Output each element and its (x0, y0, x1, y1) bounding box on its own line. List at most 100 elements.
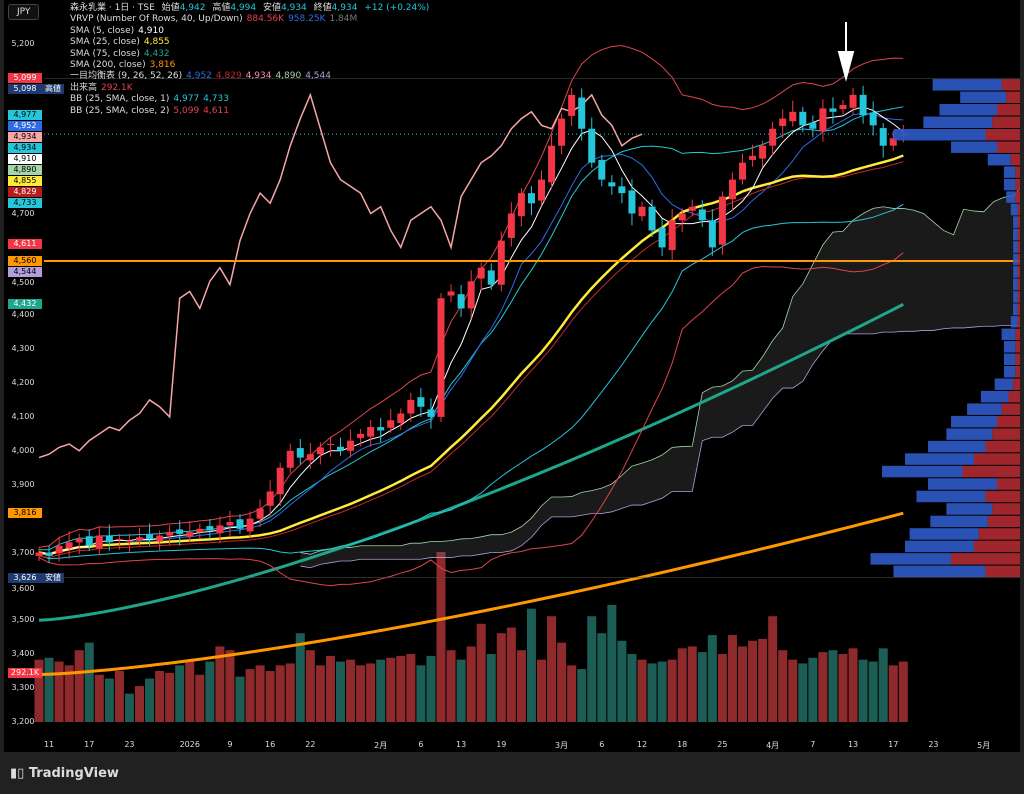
volume-bar (506, 627, 516, 722)
time-tick: 2026 (179, 740, 200, 749)
vrvp-up-bar (893, 128, 986, 141)
volume-bar (607, 604, 617, 722)
indicator-value: 3,816 (149, 60, 176, 71)
candle-body (105, 535, 113, 543)
vrvp-up-bar (870, 553, 951, 565)
volume-bar (758, 638, 768, 722)
vrvp-up-bar (1010, 316, 1018, 328)
candle-body (538, 179, 545, 201)
indicator-row[interactable]: SMA (75, close) 4,432 (70, 49, 429, 60)
vrvp-up-bar (1003, 341, 1016, 353)
candle-body (739, 162, 746, 180)
vrvp-down-bar (1015, 191, 1020, 203)
vrvp-down-bar (1015, 341, 1020, 353)
indicator-row[interactable]: SMA (5, close) 4,910 (70, 26, 429, 37)
vrvp-up-bar (1013, 278, 1018, 291)
candle-body (879, 128, 887, 146)
indicator-row[interactable]: BB (25, SMA, close, 2) 5,099 4,611 (70, 106, 429, 117)
vrvp-down-bar (987, 515, 1020, 528)
candle-body (829, 108, 837, 112)
indicator-value: 4,855 (143, 37, 170, 48)
candle-body (276, 467, 284, 495)
vrvp-up-bar (960, 91, 1007, 104)
volume-bar (155, 671, 165, 722)
candle-body (779, 118, 787, 127)
vrvp-down-bar (1015, 353, 1020, 366)
volume-bar (798, 663, 808, 722)
indicator-label: SMA (5, close) (70, 25, 135, 36)
candle-body (668, 220, 676, 251)
vrvp-down-bar (1017, 241, 1020, 253)
price-tag: 4,890 (8, 165, 42, 176)
candle-body (296, 448, 304, 458)
price-tag: 4,977 (8, 110, 42, 121)
price-tick: 3,300 (11, 683, 35, 693)
indicator-row[interactable]: SMA (200, close) 3,816 (70, 60, 429, 71)
candle-body (708, 220, 716, 248)
chart-panel[interactable]: JPY 森永乳業 · 1日 · TSE 始値4,942 高値4,994 安値4,… (4, 0, 1020, 752)
price-tick: 4,200 (11, 378, 35, 387)
price-chart[interactable] (4, 0, 1020, 752)
tradingview-logo[interactable]: ▮▯ TradingView (10, 766, 119, 781)
volume-bar (466, 646, 476, 722)
indicator-row[interactable]: SMA (25, close) 4,855 (70, 37, 429, 48)
candle-body (166, 532, 174, 536)
price-tag: 4,560 (8, 255, 42, 266)
indicator-label: SMA (25, close) (70, 37, 140, 48)
price-tick: 4,400 (11, 310, 35, 320)
time-tick: 3月 (555, 741, 569, 750)
high-value: 4,994 (230, 3, 257, 13)
legend: 森永乳業 · 1日 · TSE 始値4,942 高値4,994 安値4,934 … (70, 3, 429, 117)
volume-bar (738, 646, 747, 722)
volume-bar (727, 635, 737, 722)
time-tick: 2月 (374, 741, 388, 750)
volume-bar (396, 655, 406, 722)
indicator-label: BB (25, SMA, close, 2) (70, 105, 170, 116)
vrvp-down-bar (1010, 153, 1020, 166)
candle-body (65, 542, 73, 549)
price-tag: 5,099 (8, 73, 42, 84)
volume-bar (717, 654, 727, 722)
indicator-row[interactable]: BB (25, SMA, close, 1) 4,977 4,733 (70, 94, 429, 105)
candle-body (618, 186, 626, 194)
volume-bar (84, 642, 94, 722)
indicator-value: 4,432 (143, 48, 170, 59)
currency-button[interactable]: JPY (8, 4, 40, 20)
vrvp-up-bar (905, 453, 974, 465)
candle-body (759, 145, 767, 159)
sma5-line (38, 106, 904, 555)
vrvp-up-bar (967, 403, 1002, 415)
candle-body (578, 97, 586, 129)
time-tick: 22 (305, 740, 316, 749)
sma25-line (38, 154, 904, 556)
indicator-row[interactable]: 出来高 292.1K (70, 83, 429, 94)
volume-bar (54, 661, 64, 722)
indicator-row[interactable]: 一目均衡表 (9, 26, 52, 26) 4,952 4,829 4,934 4,89… (70, 71, 429, 82)
volume-bar (74, 650, 84, 722)
indicator-row[interactable]: VRVP (Number Of Rows, 40, Up/Down) 884.56… (70, 14, 429, 25)
vrvp-up-bar (916, 490, 986, 503)
candle-body (85, 536, 93, 546)
vrvp-up-bar (905, 540, 974, 553)
time-tick: 7 (810, 740, 816, 749)
volume-bar (848, 648, 858, 722)
brand-name: TradingView (28, 766, 119, 781)
vrvp-down-bar (1017, 228, 1020, 241)
volume-bar (617, 640, 627, 722)
candle-body (306, 454, 314, 461)
vrvp-up-bar (951, 141, 997, 153)
price-tick: 4,700 (11, 209, 35, 219)
candle-body (588, 128, 596, 163)
vrvp-up-bar (1013, 303, 1018, 316)
vrvp-down-bar (1015, 366, 1020, 378)
tenkan-line (38, 112, 904, 555)
volume-bar (456, 659, 466, 722)
vrvp-down-bar (992, 428, 1020, 440)
time-tick: 4月 (766, 741, 780, 750)
volume-bar (366, 663, 376, 722)
vrvp-up-bar (994, 378, 1014, 390)
candle-body (789, 111, 797, 122)
volume-bar (597, 633, 607, 722)
volume-bar (788, 659, 798, 722)
candle-body (186, 532, 194, 537)
